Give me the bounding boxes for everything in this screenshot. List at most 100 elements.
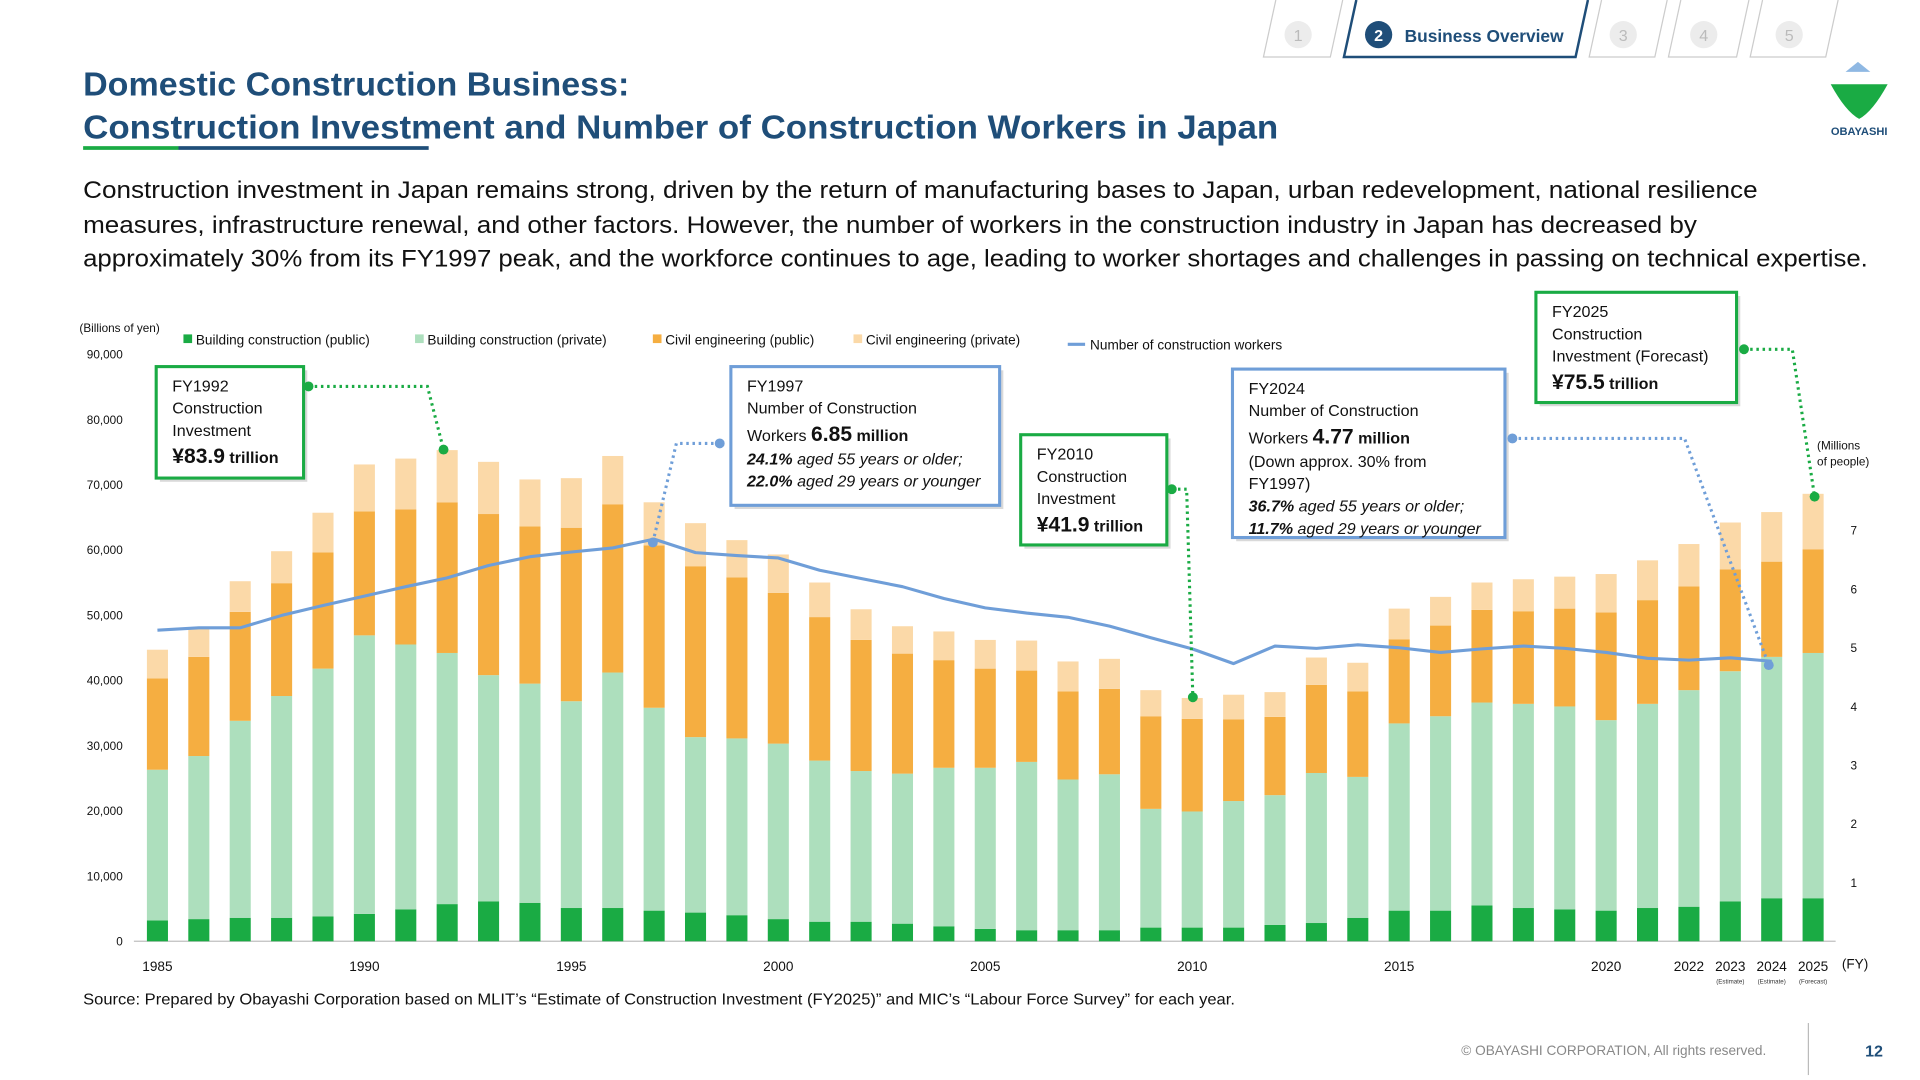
bar-segment xyxy=(353,511,375,636)
annotation-run: 22.0% xyxy=(746,473,793,491)
bar-segment xyxy=(850,609,872,640)
annotation-box xyxy=(1534,290,1739,405)
y2-tick-label: 3 xyxy=(1851,759,1858,772)
annotation-run: Workers xyxy=(1249,429,1313,447)
bar-segment xyxy=(188,756,210,920)
bar-segment xyxy=(1595,720,1617,911)
bar-segment xyxy=(560,701,582,909)
annotation-line: FY2010 xyxy=(1037,445,1093,463)
bar-segment xyxy=(519,902,541,942)
bar-segment xyxy=(1057,661,1079,692)
connector-dot xyxy=(1166,484,1177,495)
annotation-line: 24.1% aged 55 years or older; xyxy=(746,450,963,468)
bar-segment xyxy=(395,509,417,645)
bar-segment xyxy=(271,551,293,584)
bar-segment xyxy=(229,720,251,918)
x-tick-label: 2010 xyxy=(1177,959,1208,974)
nav-number[interactable]: 2 xyxy=(1374,27,1383,45)
annotation-run: Number of Construction xyxy=(747,400,917,418)
bar-segment xyxy=(146,769,168,921)
bar-segment xyxy=(1140,716,1162,809)
connector-dot xyxy=(714,438,725,449)
annotation-line: Number of Construction xyxy=(747,400,917,418)
nav-number[interactable]: 1 xyxy=(1294,27,1303,45)
annotation-run: 36.7% xyxy=(1249,498,1295,516)
x-tick-label: 1995 xyxy=(556,959,586,974)
nav-number[interactable]: 4 xyxy=(1699,27,1708,45)
nav-label[interactable]: Business Overview xyxy=(1405,26,1564,46)
annotation-line: Construction xyxy=(172,400,262,418)
legend-label: Civil engineering (private) xyxy=(866,332,1020,347)
nav-circle[interactable] xyxy=(1775,21,1803,49)
title-line: Domestic Construction Business: xyxy=(83,66,629,103)
bar-segment xyxy=(1761,512,1783,562)
x-tick-label: 2022 xyxy=(1674,959,1704,974)
line-series xyxy=(157,537,1772,666)
annotation-line: FY1992 xyxy=(172,377,228,395)
bar-segment xyxy=(519,683,541,903)
nav-tab[interactable] xyxy=(1342,0,1590,59)
bar-segment xyxy=(933,631,955,661)
bar-segment xyxy=(726,577,748,739)
bar-segment xyxy=(1140,808,1162,928)
y-tick-label: 40,000 xyxy=(87,675,123,688)
bar-segment xyxy=(684,737,707,913)
connector-dot xyxy=(1739,344,1749,355)
bar-segment xyxy=(1223,927,1245,942)
annotation-line: 11.7% aged 29 years or younger xyxy=(1249,520,1482,538)
nav-number[interactable]: 5 xyxy=(1785,27,1794,45)
bar-segment xyxy=(1223,694,1245,720)
annotation-connector xyxy=(1512,436,1771,666)
bar-segment xyxy=(1264,924,1286,942)
annotation-line: Number of Construction xyxy=(1249,402,1419,420)
legend-swatch xyxy=(183,334,193,344)
bar-segment xyxy=(271,696,293,918)
bar-segment xyxy=(1761,561,1783,657)
bar-segment xyxy=(602,908,624,942)
y2-axis-label: (Millions xyxy=(1817,440,1860,453)
bar-segment xyxy=(188,656,210,757)
bar-segment xyxy=(643,910,665,942)
x-tick-label: 2005 xyxy=(970,959,1000,974)
x-tick-note: (Estimate) xyxy=(1758,978,1786,985)
logo-text: OBAYASHI xyxy=(1831,126,1888,138)
connector-dot xyxy=(303,381,314,392)
legend-label: Civil engineering (public) xyxy=(665,332,814,347)
bar-segment xyxy=(809,582,831,618)
description-line: approximately 30% from its FY1997 peak, … xyxy=(83,245,1868,272)
x-tick-label: 2023 xyxy=(1715,959,1745,974)
bar-segment xyxy=(1554,576,1576,609)
bar-segment xyxy=(1471,702,1493,906)
annotation-run: aged 55 years or older; xyxy=(1294,498,1464,516)
annotation-run: ¥41.9 xyxy=(1037,513,1090,536)
bar-segment xyxy=(1430,596,1452,626)
bar-segment xyxy=(436,904,458,942)
bar-segment xyxy=(1802,549,1824,653)
bar-segment xyxy=(1637,600,1659,704)
bar-segment xyxy=(560,908,582,942)
annotation-line: ¥83.9 trillion xyxy=(172,445,278,468)
legend-swatch xyxy=(415,334,424,344)
bar-segment xyxy=(1595,574,1617,613)
y2-tick-label: 6 xyxy=(1851,583,1858,596)
legend-swatch xyxy=(853,334,863,344)
annotation-line: FY2025 xyxy=(1552,303,1608,321)
nav-circle[interactable] xyxy=(1284,21,1312,49)
bar-segment xyxy=(1098,658,1120,689)
x-tick-note: (Forecast) xyxy=(1799,978,1827,985)
bar-segment xyxy=(188,628,210,657)
nav-number[interactable]: 3 xyxy=(1619,27,1628,45)
bar-segment xyxy=(974,928,996,942)
bar-segment xyxy=(1016,930,1038,942)
nav-circle[interactable] xyxy=(1365,21,1393,49)
annotation-run: 6.85 xyxy=(811,423,852,446)
nav-circle[interactable] xyxy=(1609,21,1637,49)
bar-segment xyxy=(684,523,707,567)
bar-segment xyxy=(1305,772,1327,924)
annotation-line: Workers 4.77 million xyxy=(1249,425,1410,448)
bar-segment xyxy=(1181,697,1203,719)
bar-segment xyxy=(271,917,293,942)
bar-segment xyxy=(1802,493,1824,550)
nav-circle[interactable] xyxy=(1690,21,1718,49)
annotation-run: 11.7% xyxy=(1249,520,1293,538)
